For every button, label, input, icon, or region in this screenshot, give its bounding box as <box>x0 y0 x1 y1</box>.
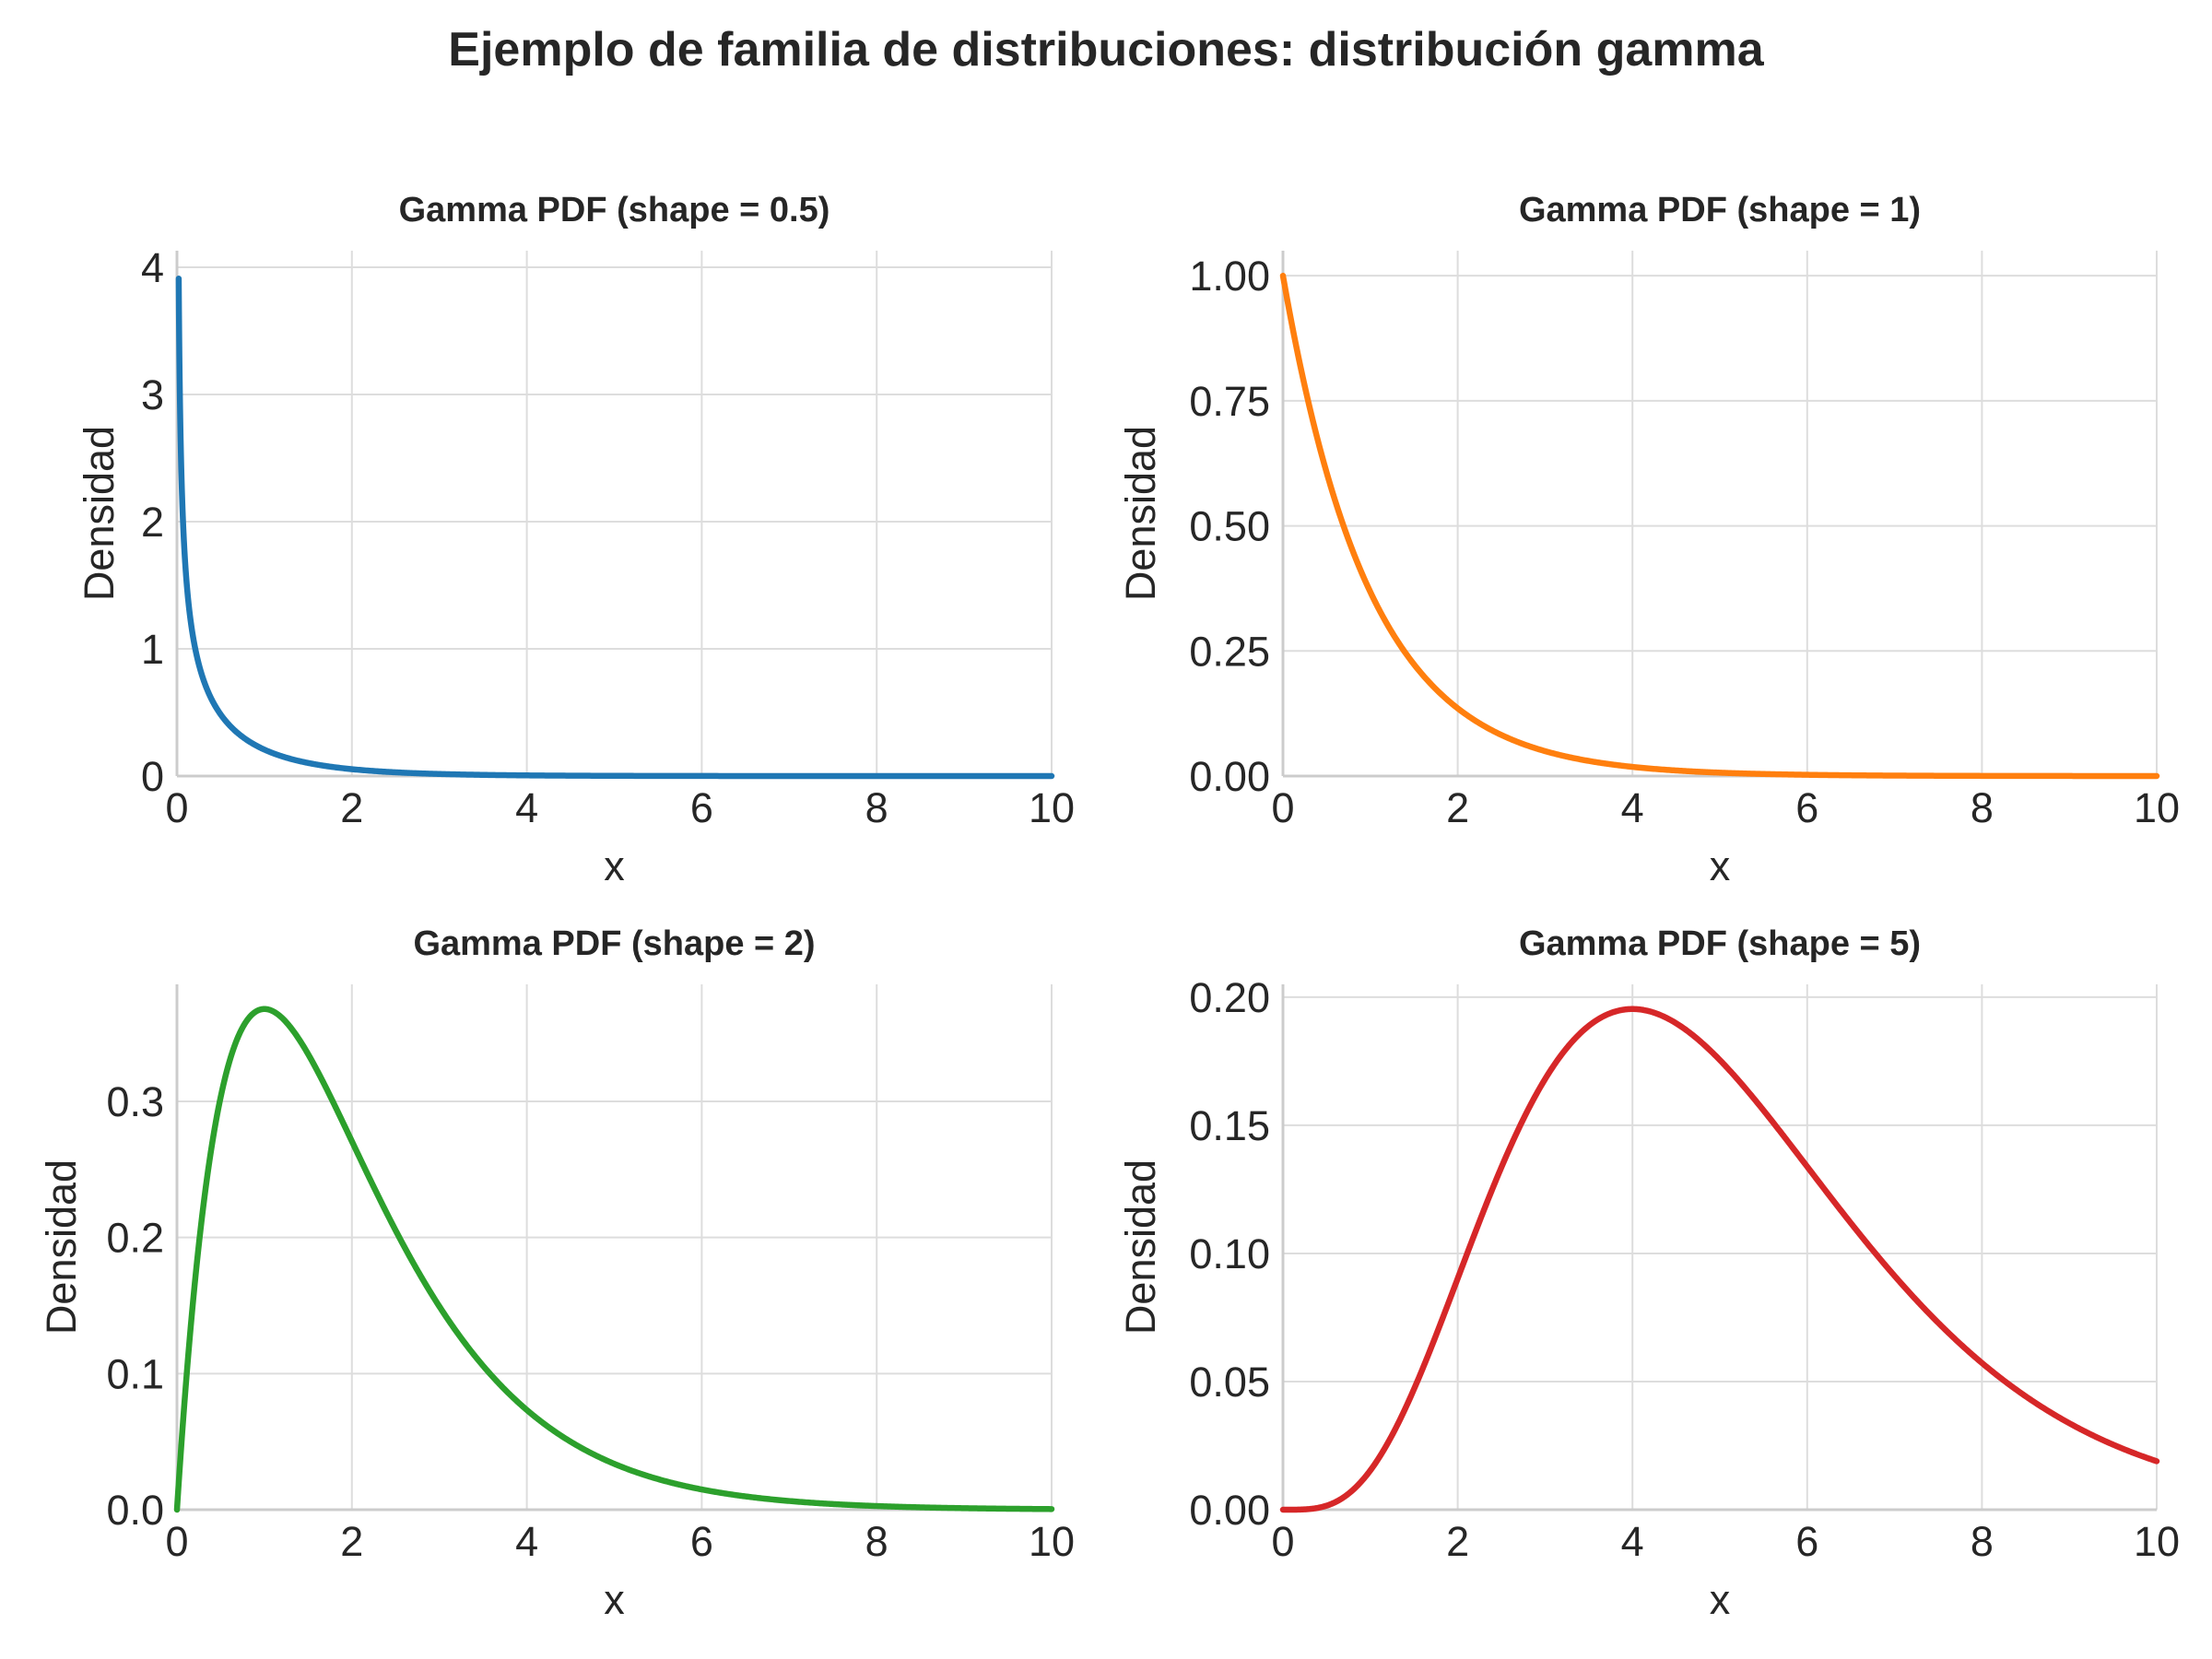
y-tick-label: 0.20 <box>1189 974 1270 1021</box>
chart-panel-2: 0 2 4 6 8 10 0.00 0.25 0.50 0.75 1.00 x Densidad Gamm… <box>1117 191 2180 889</box>
y-tick-label: 0.1 <box>106 1350 164 1397</box>
y-tick-label: 0.0 <box>106 1487 164 1534</box>
panel-title: Gamma PDF (shape = 5) <box>1519 924 1921 963</box>
x-tick-label: 6 <box>1795 1518 1818 1565</box>
y-tick-label: 0.00 <box>1189 753 1270 800</box>
x-tick-label: 8 <box>865 784 888 831</box>
y-tick-label: 0.50 <box>1189 503 1270 550</box>
x-tick-label: 6 <box>690 784 713 831</box>
y-tick-label: 2 <box>141 499 164 546</box>
panel-title: Gamma PDF (shape = 0.5) <box>399 191 830 229</box>
panel-title: Gamma PDF (shape = 2) <box>413 924 815 963</box>
figure-title: Ejemplo de familia de distribuciones: di… <box>448 23 1764 76</box>
x-tick-label: 4 <box>515 1518 538 1565</box>
y-tick-label: 0.25 <box>1189 628 1270 675</box>
series-line-shape-2 <box>173 1006 1055 1513</box>
chart-panel-4: 0 2 4 6 8 10 0.00 0.05 0.10 0.15 0.20 x Densidad Gamm… <box>1117 924 2180 1623</box>
y-axis-label: Densidad <box>1117 426 1164 601</box>
x-tick-label: 0 <box>1271 784 1294 831</box>
chart-panel-3: 0 2 4 6 8 10 0.0 0.1 0.2 0.3 x Densidad Gamma PDF (s… <box>38 924 1075 1623</box>
y-tick-label: 0.2 <box>106 1215 164 1262</box>
x-tick-label: 10 <box>1029 1518 1075 1565</box>
x-tick-label: 2 <box>340 784 363 831</box>
y-tick-label: 0.10 <box>1189 1230 1270 1277</box>
y-tick-label: 0.15 <box>1189 1102 1270 1149</box>
x-tick-label: 8 <box>1971 1518 1994 1565</box>
x-axis-label: x <box>1710 842 1731 889</box>
x-tick-label: 10 <box>2134 784 2180 831</box>
series-line-shape-5 <box>1279 1006 2160 1513</box>
x-tick-label: 4 <box>1621 784 1644 831</box>
x-axis-label: x <box>604 1576 625 1623</box>
x-tick-label: 8 <box>865 1518 888 1565</box>
x-tick-label: 10 <box>1029 784 1075 831</box>
y-tick-label: 1.00 <box>1189 253 1270 300</box>
x-tick-label: 0 <box>165 1518 188 1565</box>
x-tick-label: 10 <box>2134 1518 2180 1565</box>
x-tick-label: 4 <box>515 784 538 831</box>
x-tick-label: 2 <box>1446 1518 1469 1565</box>
y-axis-label: Densidad <box>1117 1159 1164 1335</box>
y-tick-label: 3 <box>141 371 164 418</box>
x-tick-label: 0 <box>1271 1518 1294 1565</box>
x-tick-label: 6 <box>690 1518 713 1565</box>
series-line-shape-1 <box>1279 272 2160 780</box>
y-axis-label: Densidad <box>38 1159 85 1335</box>
x-tick-label: 0 <box>165 784 188 831</box>
y-tick-label: 0.3 <box>106 1078 164 1125</box>
x-axis-label: x <box>1710 1576 1731 1623</box>
y-axis-label: Densidad <box>76 426 123 601</box>
chart-panel-1: 0 2 4 6 8 10 0 1 2 3 4 x Densidad Gamma PDF (shape = … <box>76 191 1075 889</box>
x-axis-label: x <box>604 842 625 889</box>
y-tick-label: 0.75 <box>1189 378 1270 425</box>
series-line-shape-0.5 <box>175 276 1055 780</box>
y-tick-label: 0.05 <box>1189 1359 1270 1406</box>
x-tick-label: 6 <box>1795 784 1818 831</box>
panel-title: Gamma PDF (shape = 1) <box>1519 191 1921 229</box>
y-tick-label: 0 <box>141 753 164 800</box>
x-tick-label: 2 <box>1446 784 1469 831</box>
x-tick-label: 8 <box>1971 784 1994 831</box>
y-tick-label: 4 <box>141 244 164 291</box>
y-tick-label: 1 <box>141 626 164 673</box>
x-tick-label: 2 <box>340 1518 363 1565</box>
x-tick-label: 4 <box>1621 1518 1644 1565</box>
y-tick-label: 0.00 <box>1189 1487 1270 1534</box>
